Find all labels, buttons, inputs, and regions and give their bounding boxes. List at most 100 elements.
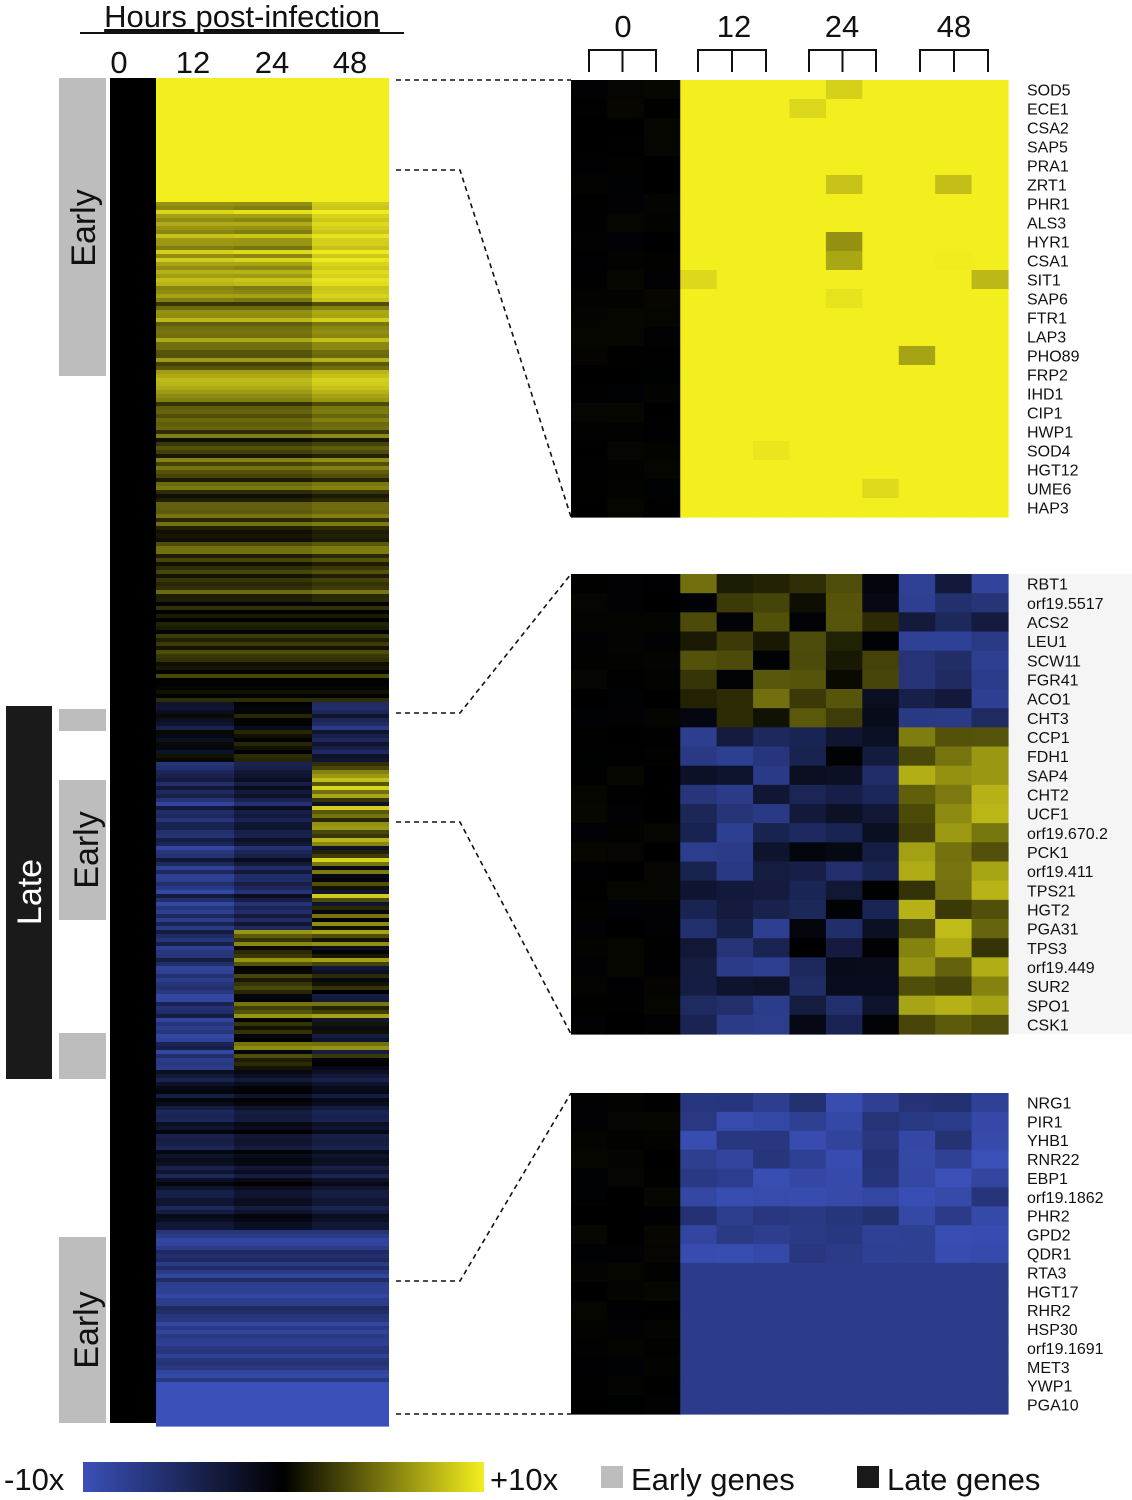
zoom-cell xyxy=(971,899,1009,920)
main-cell xyxy=(312,570,389,575)
main-cell xyxy=(312,1274,389,1279)
main-cell xyxy=(234,494,312,499)
main-cell xyxy=(234,362,312,367)
zoom-cell xyxy=(789,957,827,978)
main-cell xyxy=(312,1082,389,1087)
main-cell xyxy=(234,846,312,851)
zoom-cell xyxy=(716,175,754,195)
zoom-cell xyxy=(643,1149,681,1170)
zoom-cell xyxy=(971,574,1009,594)
main-cell xyxy=(312,118,389,123)
main-cell xyxy=(312,854,389,859)
gene-label: CSK1 xyxy=(1027,1017,1069,1034)
main-cell xyxy=(156,742,234,747)
zoom-cell xyxy=(680,1300,718,1321)
early-bar-mid-c xyxy=(59,1033,106,1079)
main-cell xyxy=(234,782,312,787)
main-cell xyxy=(312,814,389,819)
main-cell xyxy=(312,878,389,883)
zoom-cell xyxy=(971,479,1009,499)
main-cell xyxy=(234,1066,312,1071)
zoom-cell xyxy=(898,919,936,939)
zoom-cell xyxy=(716,1376,754,1396)
zoom-cell xyxy=(898,365,936,385)
zoom-cell xyxy=(571,346,609,366)
main-cell xyxy=(156,430,234,435)
main-col-label-24: 24 xyxy=(255,45,289,80)
zoom-cell xyxy=(935,251,973,271)
main-cell xyxy=(312,282,389,287)
zoom-cell xyxy=(607,1338,645,1358)
zoom-cell xyxy=(971,194,1009,214)
zoom-cell xyxy=(971,765,1009,786)
main-cell xyxy=(156,218,234,223)
main-cell xyxy=(234,1254,312,1259)
zoom-cell xyxy=(825,880,863,901)
main-cell xyxy=(312,1218,389,1223)
gene-label: orf19.5517 xyxy=(1027,596,1104,613)
main-cell xyxy=(156,370,234,375)
zoom-cell xyxy=(825,1111,863,1132)
main-cell xyxy=(156,894,234,899)
zoom-cell xyxy=(607,650,645,671)
main-cell xyxy=(312,594,389,599)
main-cell xyxy=(312,1038,389,1043)
zoom-cell xyxy=(898,194,936,214)
zoom-cell xyxy=(571,1357,609,1377)
main-cell xyxy=(234,1302,312,1307)
main-cell xyxy=(312,806,389,811)
colorbar xyxy=(83,1462,484,1492)
main-cell xyxy=(312,1034,389,1039)
zoom-cell xyxy=(607,784,645,805)
main-cell xyxy=(234,1126,312,1131)
gene-label: TPS21 xyxy=(1027,883,1076,900)
main-cell xyxy=(156,758,234,763)
main-cell xyxy=(234,890,312,895)
zoom-cell xyxy=(898,308,936,328)
zoom-cell xyxy=(935,938,973,958)
main-cell xyxy=(234,1094,312,1099)
main-cell xyxy=(234,410,312,415)
zoom-cell xyxy=(825,422,863,442)
main-cell xyxy=(234,90,312,95)
main-cell xyxy=(312,1402,389,1407)
main-cell xyxy=(234,946,312,951)
main-cell xyxy=(312,934,389,939)
main-cell xyxy=(156,922,234,927)
zoom-cell xyxy=(643,746,681,767)
main-cell xyxy=(156,274,234,279)
zoom-cell xyxy=(571,99,609,119)
zoom-cell xyxy=(862,1319,900,1340)
zoom-cell xyxy=(716,995,754,1016)
main-cell xyxy=(312,470,389,475)
main-cell xyxy=(156,550,234,555)
zoom-cell xyxy=(825,80,863,100)
main-cell xyxy=(156,1090,234,1095)
main-cell xyxy=(234,1194,312,1199)
main-cell xyxy=(156,1114,234,1119)
zoom-cell xyxy=(607,861,645,882)
gene-label: SPO1 xyxy=(1027,998,1070,1015)
main-cell xyxy=(234,1114,312,1119)
main-cell xyxy=(156,614,234,619)
main-cell xyxy=(156,1006,234,1011)
main-cell xyxy=(156,230,234,235)
zoom-cell xyxy=(898,137,936,157)
main-cell xyxy=(156,86,234,91)
main-cell xyxy=(156,330,234,335)
zoom-cell xyxy=(571,1300,609,1321)
main-cell xyxy=(234,1134,312,1139)
main-cell xyxy=(234,862,312,867)
zoom-cell xyxy=(571,1376,609,1396)
zoom-cell xyxy=(935,1225,973,1245)
zoom-cell xyxy=(607,156,645,176)
zoom-cell xyxy=(825,842,863,863)
main-cell xyxy=(234,190,312,195)
zoom-cell xyxy=(971,957,1009,978)
zoom-cell xyxy=(935,213,973,233)
main-cell xyxy=(234,1230,312,1235)
zoom-cell xyxy=(607,899,645,920)
zoom-cell xyxy=(971,1300,1009,1321)
main-cell xyxy=(234,1274,312,1279)
main-cell xyxy=(156,846,234,851)
